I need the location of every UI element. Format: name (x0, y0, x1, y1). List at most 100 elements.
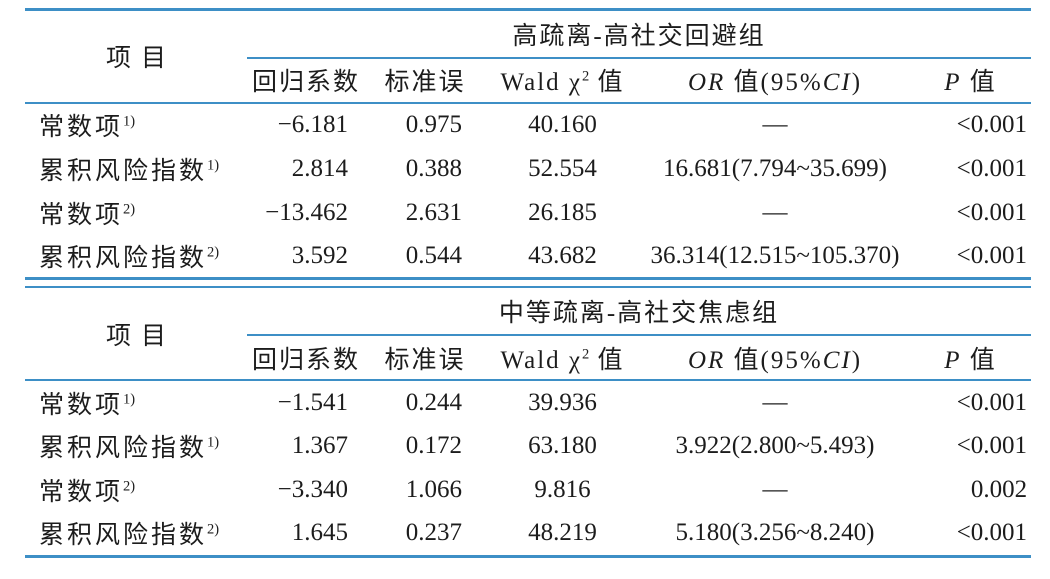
row-label-text: 累积风险指数 (39, 157, 208, 185)
col-header-p: P 值 (910, 335, 1032, 381)
wald-suffix: 值 (589, 69, 625, 96)
wald-label: Wald χ (500, 346, 582, 374)
se-cell: 2.631 (405, 198, 462, 226)
wald-cell: 39.936 (528, 388, 597, 416)
p-cell: <0.001 (956, 519, 1028, 547)
wald-cell: 40.160 (528, 111, 597, 138)
table-medium-alienation-anxiety-group: 项目 中等疏离-高社交焦虑组 回归系数 标准误 Wald χ2 值 OR 值(9… (25, 286, 1032, 558)
col-header-wald: Wald χ2 值 (485, 335, 640, 381)
row-label: 常数项1) (25, 103, 247, 147)
p-suffix: 值 (961, 346, 997, 374)
row-label: 常数项1) (25, 380, 247, 424)
row-label: 累积风险指数1) (25, 424, 247, 468)
row-label-text: 常数项 (39, 391, 124, 419)
or-label: OR (687, 69, 726, 96)
se-cell: 0.237 (405, 519, 462, 547)
row-label-text: 累积风险指数 (39, 522, 208, 550)
col-header-coef: 回归系数 (247, 335, 365, 381)
coef-cell: −6.181 (277, 111, 348, 138)
row-label-text: 累积风险指数 (39, 244, 208, 272)
p-cell: <0.001 (956, 198, 1028, 226)
p-cell: <0.001 (956, 241, 1028, 269)
row-label-superscript: 2) (123, 478, 136, 495)
col-header-coef: 回归系数 (247, 57, 365, 104)
col-header-or: OR 值(95%CI) (640, 335, 910, 381)
item-column-header: 项目 (25, 9, 247, 104)
row-label-text: 常数项 (39, 114, 124, 141)
table-row: 常数项1) −1.541 0.244 39.936 — <0.001 (25, 380, 1031, 424)
wald-superscript: 2 (581, 346, 590, 363)
coef-cell: −1.541 (277, 388, 348, 416)
p-label: P (944, 69, 962, 96)
p-cell: <0.001 (956, 111, 1028, 138)
row-label: 常数项2) (25, 191, 247, 235)
wald-cell: 48.219 (528, 519, 597, 547)
wald-cell: 9.816 (534, 476, 591, 503)
coef-cell: 1.367 (291, 432, 348, 459)
col-header-wald: Wald χ2 值 (485, 57, 640, 104)
row-label-superscript: 2) (207, 521, 220, 538)
or-close-paren: ) (851, 69, 863, 96)
or-mid-label: 值(95% (725, 346, 823, 374)
p-cell: 0.002 (970, 476, 1028, 503)
wald-cell: 26.185 (528, 198, 597, 226)
or-mid-label: 值(95% (725, 69, 823, 96)
row-label: 累积风险指数2) (25, 235, 247, 279)
wald-cell: 43.682 (528, 241, 597, 269)
or-cell: — (762, 111, 788, 138)
table-row: 累积风险指数2) 3.592 0.544 43.682 36.314(12.51… (25, 235, 1031, 279)
item-column-header: 项目 (25, 287, 247, 381)
row-label-text: 常数项 (39, 201, 124, 229)
table-row: 累积风险指数2) 1.645 0.237 48.219 5.180(3.256~… (25, 512, 1031, 556)
or-cell: 5.180(3.256~8.240) (675, 519, 875, 547)
row-label-superscript: 1) (207, 434, 220, 451)
group-header: 高疏离-高社交回避组 (247, 9, 1032, 59)
or-close-paren: ) (851, 346, 863, 374)
p-label: P (944, 346, 962, 374)
col-header-se: 标准误 (365, 335, 485, 381)
wald-cell: 52.554 (528, 154, 597, 182)
coef-cell: 1.645 (291, 519, 348, 547)
regression-table-sheet: 项目 高疏离-高社交回避组 回归系数 标准误 Wald χ2 值 OR 值(95… (25, 8, 1032, 558)
or-label: OR (687, 346, 726, 374)
coef-cell: 2.814 (291, 154, 348, 182)
or-cell: — (762, 388, 788, 416)
wald-cell: 63.180 (528, 432, 597, 459)
or-cell: 36.314(12.515~105.370) (650, 241, 900, 269)
or-cell: — (762, 476, 788, 503)
row-label-superscript: 2) (207, 244, 220, 261)
p-cell: <0.001 (956, 432, 1028, 459)
table-row: 回归系数 标准误 Wald χ2 值 OR 值(95%CI) P 值 (25, 335, 1032, 381)
row-label: 常数项2) (25, 468, 247, 512)
table-row: 项目 高疏离-高社交回避组 (25, 9, 1032, 104)
row-label-superscript: 1) (123, 113, 136, 130)
coef-cell: −13.462 (265, 198, 348, 226)
or-cell: 16.681(7.794~35.699) (663, 154, 887, 182)
coef-cell: 3.592 (291, 241, 348, 269)
or-cell: 3.922(2.800~5.493) (675, 432, 875, 459)
row-label-text: 累积风险指数 (39, 435, 208, 462)
table-row: 项目 中等疏离-高社交焦虑组 (25, 287, 1032, 381)
se-cell: 1.066 (405, 476, 462, 503)
row-label: 累积风险指数1) (25, 147, 247, 191)
se-cell: 0.244 (405, 388, 462, 416)
p-cell: <0.001 (956, 388, 1028, 416)
coef-cell: −3.340 (277, 476, 348, 503)
ci-label: CI (822, 69, 852, 96)
col-header-p: P 值 (910, 57, 1032, 104)
table-high-alienation-avoidance-group: 项目 高疏离-高社交回避组 回归系数 标准误 Wald χ2 值 OR 值(95… (25, 8, 1032, 280)
se-cell: 0.544 (405, 241, 462, 269)
p-suffix: 值 (961, 69, 997, 96)
table-row: 累积风险指数1) 2.814 0.388 52.554 16.681(7.794… (25, 147, 1031, 191)
table-row: 常数项1) −6.181 0.975 40.160 — <0.001 (25, 103, 1031, 147)
row-label-text: 常数项 (39, 479, 124, 506)
se-cell: 0.172 (405, 432, 462, 459)
table-row: 常数项2) −13.462 2.631 26.185 — <0.001 (25, 191, 1031, 235)
row-label-superscript: 1) (207, 157, 220, 174)
table-row: 累积风险指数1) 1.367 0.172 63.180 3.922(2.800~… (25, 424, 1031, 468)
row-label-superscript: 1) (123, 391, 136, 408)
p-cell: <0.001 (956, 154, 1028, 182)
table-row: 回归系数 标准误 Wald χ2 值 OR 值(95%CI) P 值 (25, 57, 1032, 104)
group-header: 中等疏离-高社交焦虑组 (247, 287, 1032, 336)
ci-label: CI (822, 346, 852, 374)
